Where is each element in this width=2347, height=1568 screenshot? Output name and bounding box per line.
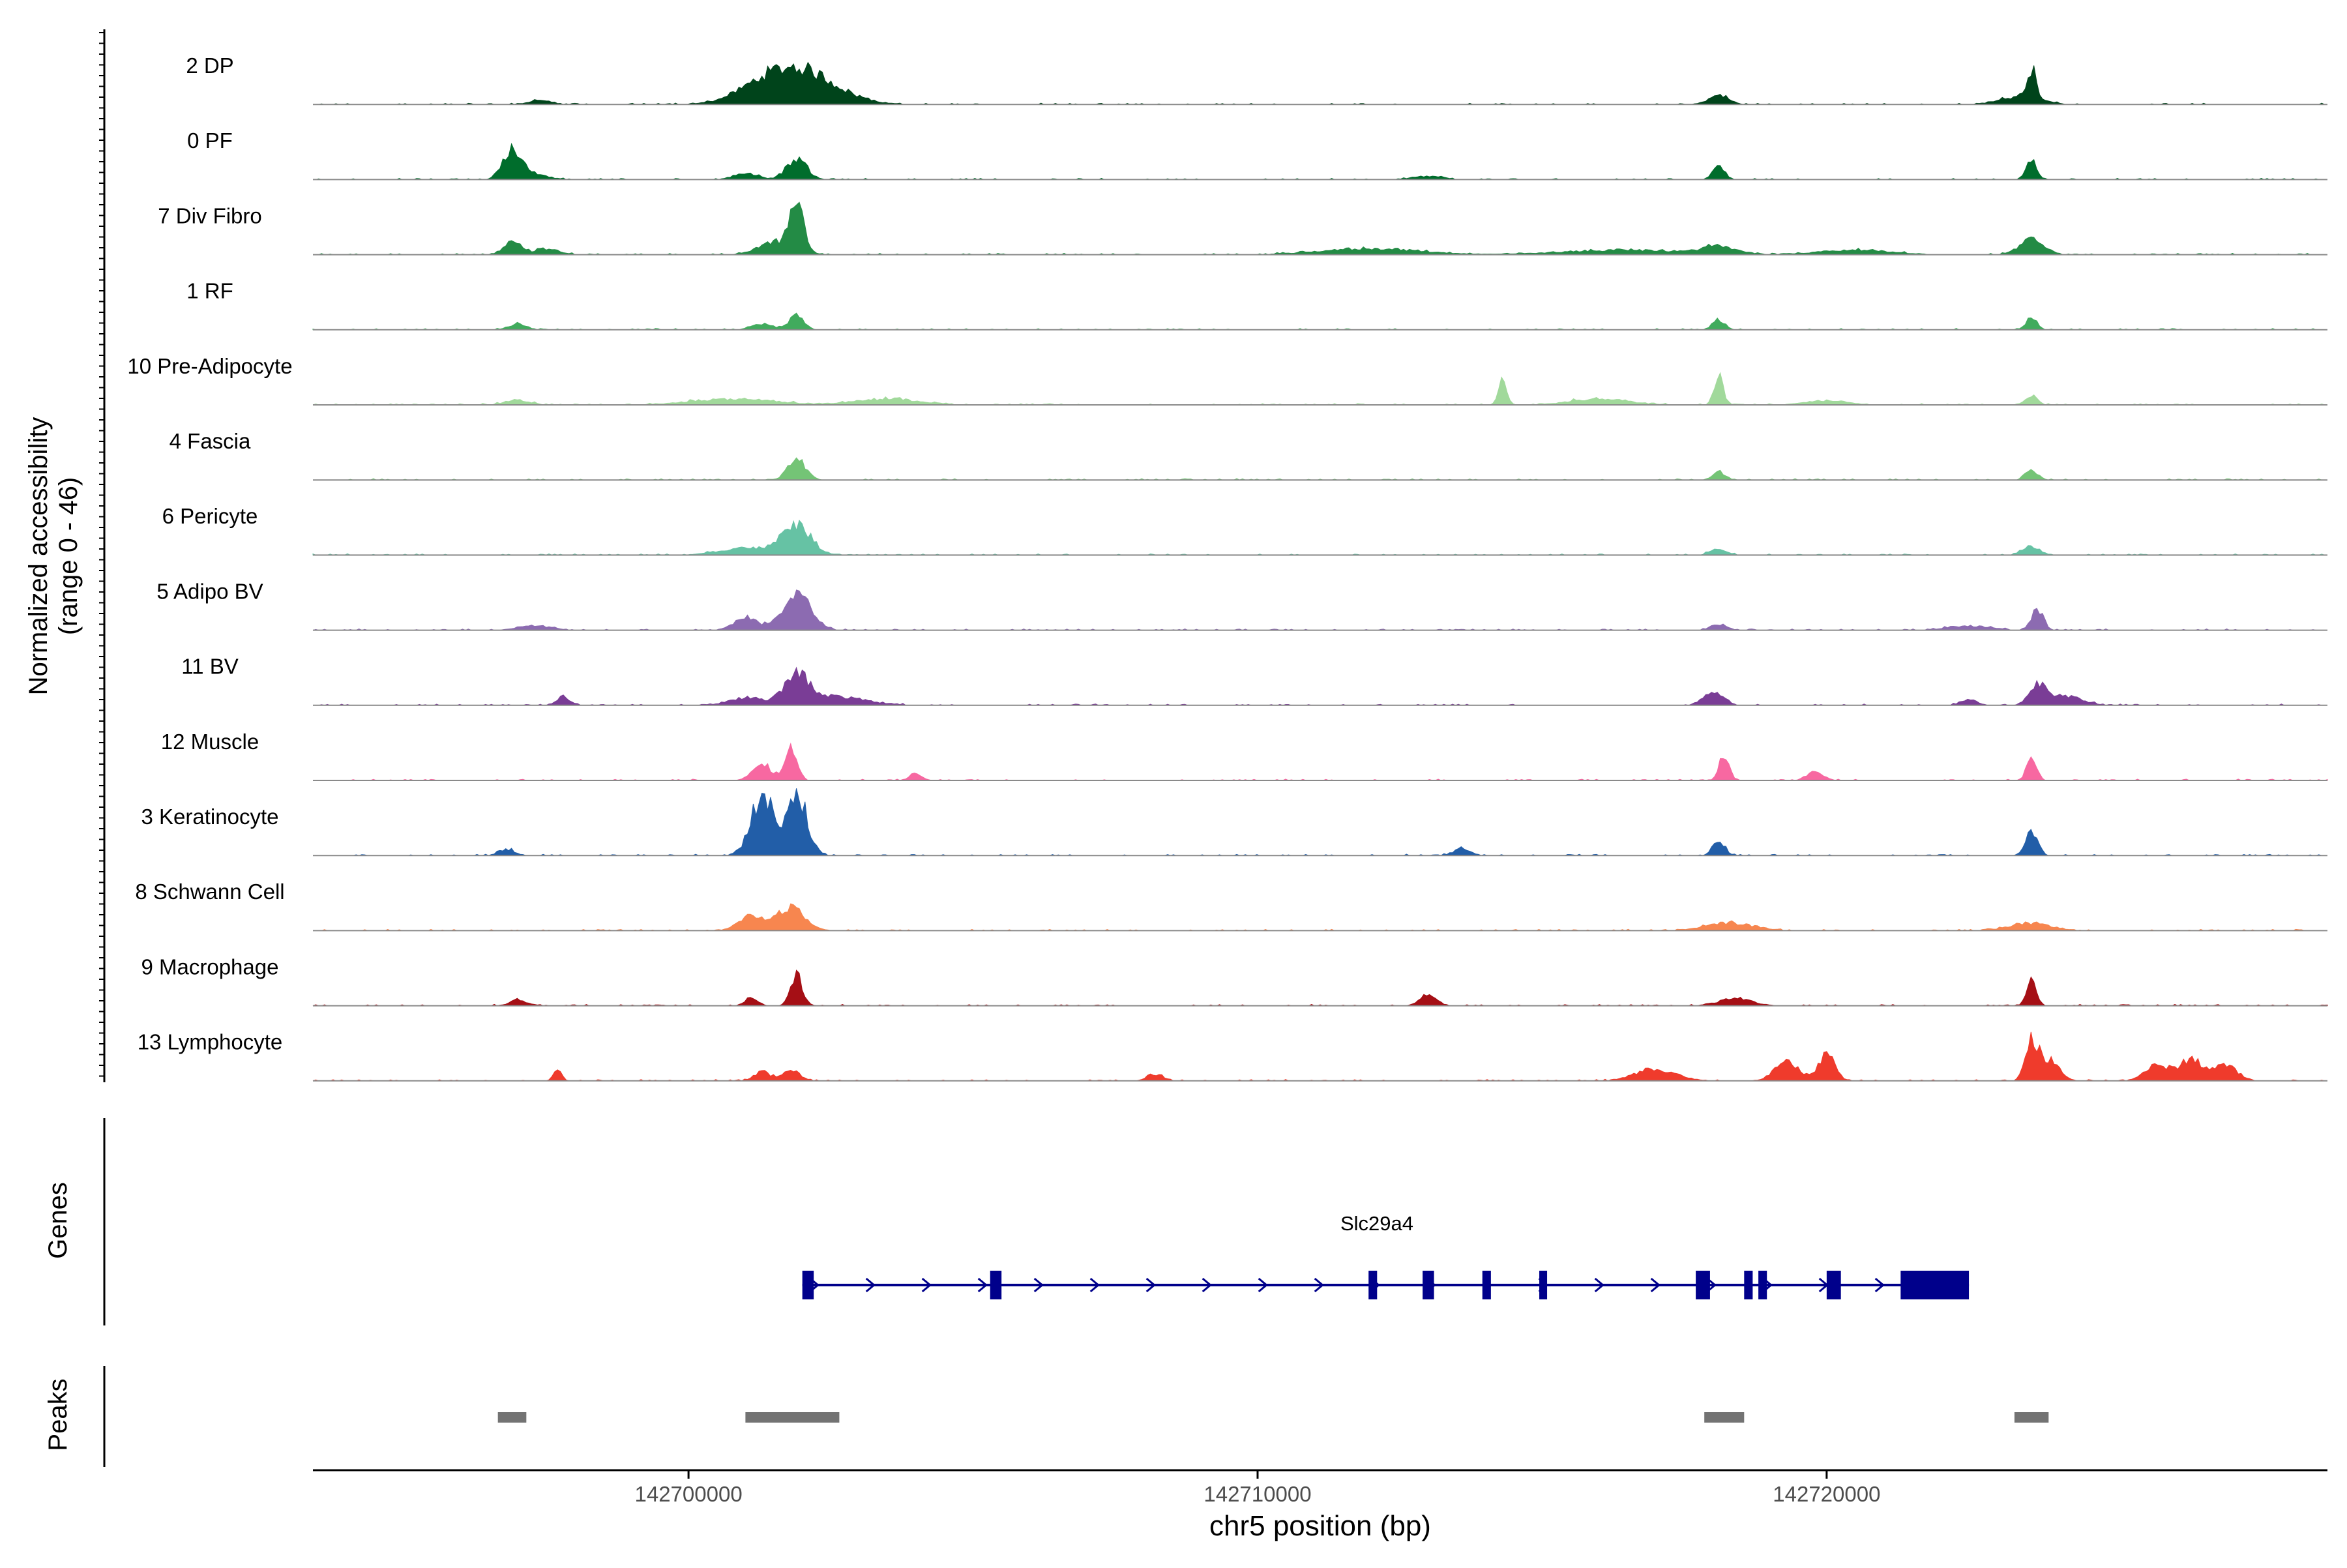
coverage-area [313,61,2327,105]
coverage-area [312,969,2328,1007]
coverage-area [313,903,2327,931]
strand-arrow [1033,1277,1044,1293]
gene-exon [1900,1271,1970,1299]
x-tick-label: 142700000 [635,1482,743,1506]
track-label: 3 Keratinocyte [141,805,279,829]
peak-track [497,1412,2049,1423]
gene-exon [1696,1271,1710,1299]
peak-region [2014,1412,2049,1423]
track-1-rf: 1 RF [186,279,2327,331]
peak-region [745,1412,840,1423]
strand-arrow [977,1277,988,1293]
coverage-area [312,589,2327,631]
track-label: 8 Schwann Cell [135,880,284,904]
track-2-dp: 2 DP [186,53,2327,106]
track-3-keratinocyte: 3 Keratinocyte [141,788,2327,857]
track-label: 13 Lymphocyte [138,1030,283,1054]
coverage-area [313,143,2327,180]
strand-arrow [1258,1277,1269,1293]
coverage-area [312,312,2327,331]
x-tick-label: 142710000 [1203,1482,1311,1506]
peak-region [1704,1412,1745,1423]
track-13-lymphocyte: 13 Lymphocyte [138,1030,2327,1082]
coverage-area [313,666,2327,706]
coverage-area [313,788,2327,856]
coverage-area [312,520,2327,555]
gene-exon [1368,1271,1378,1299]
strand-arrow [1089,1277,1100,1293]
gene-exon [1423,1271,1434,1299]
gene-name-label: Slc29a4 [1340,1212,1413,1235]
strand-arrow [1314,1277,1325,1293]
track-label: 7 Div Fibro [158,203,262,228]
strand-arrow [1594,1277,1605,1293]
gene-exon [1758,1271,1767,1299]
strand-arrow [1202,1277,1213,1293]
track-label: 0 PF [187,128,233,153]
y-axis-ticks [99,32,104,1077]
y-axis-title: Normalized accessibility (range 0 - 46) [24,417,83,696]
gene-track [802,1271,1970,1299]
strand-arrow [1145,1277,1157,1293]
y-axis-label: Normalized accessibility [24,417,53,696]
gene-exon [1744,1271,1753,1299]
strand-arrow [1874,1277,1885,1293]
track-12-muscle: 12 Muscle [161,730,2328,781]
coverage-area [312,372,2327,406]
track-label: 5 Adipo BV [156,579,263,603]
strand-arrow [1650,1277,1661,1293]
track-11-bv: 11 BV [181,655,2327,706]
coverage-area [313,201,2327,256]
gene-exon [1539,1271,1548,1299]
track-5-adipo-bv: 5 Adipo BV [156,579,2327,631]
track-7-div-fibro: 7 Div Fibro [158,201,2327,256]
strand-arrow [865,1277,876,1293]
peaks-track-label: Peaks [44,1378,72,1451]
y-axis-range-label: (range 0 - 46) [54,477,83,635]
track-label: 10 Pre-Adipocyte [127,354,292,378]
coverage-area [313,457,2327,481]
x-axis-ticks: 142700000 142710000 142720000 [635,1470,1880,1506]
track-6-pericyte: 6 Pericyte [162,504,2327,556]
track-9-macrophage: 9 Macrophage [141,954,2328,1007]
gene-exon [1482,1271,1491,1299]
coverage-tracks: 2 DP 0 PF 7 Div Fibro 1 RF 10 Pre-Adipocyte 4… [127,53,2328,1082]
track-label: 12 Muscle [161,730,259,754]
track-8-schwann-cell: 8 Schwann Cell [135,880,2327,932]
coverage-area [313,742,2328,781]
track-label: 9 Macrophage [141,954,279,979]
strand-arrow [921,1277,932,1293]
track-label: 11 BV [181,655,238,679]
peak-region [497,1412,527,1423]
x-tick-label: 142720000 [1773,1482,1880,1506]
gene-exon [1826,1271,1841,1299]
track-label: 6 Pericyte [162,504,258,528]
x-axis-label: chr5 position (bp) [1209,1510,1431,1542]
track-10-pre-adipocyte: 10 Pre-Adipocyte [127,354,2327,406]
track-label: 1 RF [186,279,233,303]
genes-track-label: Genes [44,1182,72,1259]
track-0-pf: 0 PF [187,128,2327,181]
track-label: 4 Fascia [170,429,251,453]
coverage-area [312,1031,2327,1082]
gene-exon [802,1271,814,1299]
gene-exon [990,1271,1002,1299]
track-label: 2 DP [186,53,233,78]
track-4-fascia: 4 Fascia [170,429,2327,481]
